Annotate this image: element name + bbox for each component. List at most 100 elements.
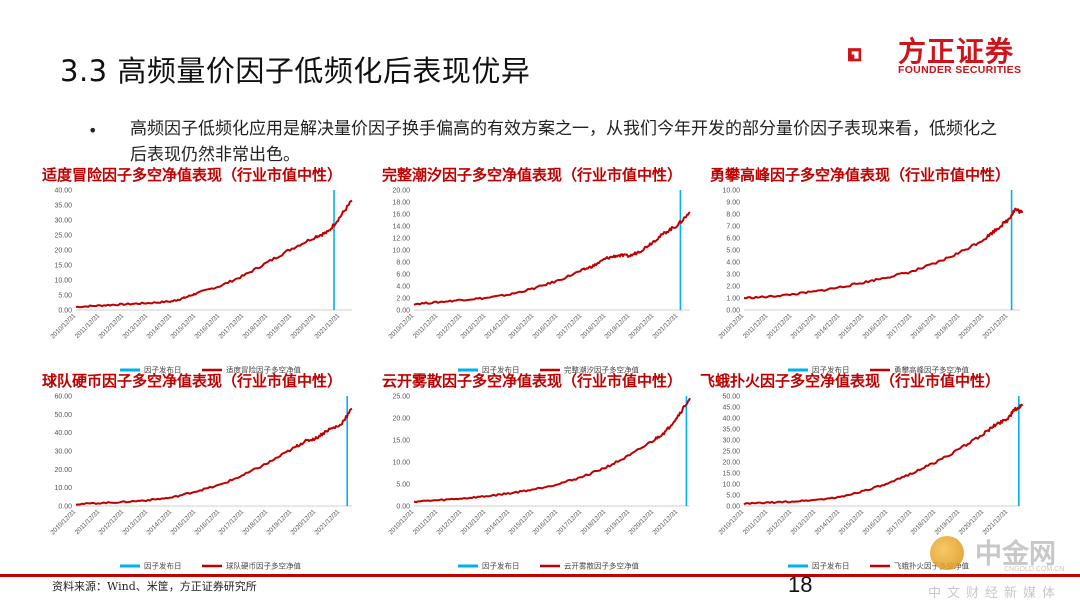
chart-title-4: 球队硬币因子多空净值表现（行业市值中性）: [42, 372, 343, 390]
page-title: 3.3 高频量价因子低频化后表现优异: [60, 54, 531, 88]
y-tick-label: 5.00: [726, 248, 740, 255]
legend-label-marker: 因子发布日: [144, 365, 182, 375]
x-tick-label: 2021/12/31: [981, 312, 1009, 340]
y-tick-label: 15.00: [722, 471, 740, 478]
y-tick-label: 60.00: [54, 394, 72, 401]
y-tick-label: 4.00: [396, 284, 410, 291]
y-tick-label: 8.00: [726, 212, 740, 219]
chart-title-3: 勇攀高峰因子多空净值表现（行业市值中性）: [710, 166, 1011, 184]
chart-4: 0.00 10.00 20.00 30.00 40.00 50.00 60.00 2010/1…: [49, 394, 353, 571]
watermark-slogan: 中文财经新媒体: [928, 586, 1062, 601]
x-tick-label: 2010/12/31: [49, 508, 77, 536]
legend-label-series: 云开雾散因子多空净值: [564, 561, 639, 571]
page-number: 18: [788, 572, 813, 597]
y-tick-label: 20.00: [722, 460, 740, 467]
y-tick-label: 25.00: [54, 233, 72, 240]
y-tick-label: 20.00: [54, 467, 72, 474]
legend-label-marker: 因子发布日: [482, 561, 520, 571]
y-tick-label: 0.00: [396, 504, 410, 511]
y-tick-label: 12.00: [392, 236, 410, 243]
series-line: [743, 403, 1024, 506]
y-tick-label: 30.00: [722, 438, 740, 445]
legend-label-marker: 因子发布日: [812, 365, 850, 375]
legend-label-series: 飞蛾扑火因子多空净值: [894, 561, 969, 571]
y-tick-label: 6.00: [396, 272, 410, 279]
chart-title-1: 适度冒险因子多空净值表现（行业市值中性）: [42, 166, 343, 184]
legend-label-series: 球队硬币因子多空净值: [226, 561, 301, 571]
chart-2: 0.00 2.00 4.00 6.00 8.00 10.00 12.00 14.00 16.00…: [387, 188, 691, 375]
y-tick-label: 20.00: [392, 188, 410, 195]
chart-1: 0.00 5.00 10.00 15.00 20.00 25.00 30.00 35.00 40…: [49, 188, 353, 375]
y-tick-label: 6.00: [726, 236, 740, 243]
y-tick-label: 16.00: [392, 212, 410, 219]
y-tick-label: 7.00: [726, 224, 740, 231]
y-tick-label: 10.00: [722, 188, 740, 195]
bullet-dot: •: [88, 121, 98, 140]
y-tick-label: 15.00: [54, 263, 72, 270]
y-tick-label: 40.00: [54, 188, 72, 195]
x-tick-label: 2010/12/31: [717, 312, 745, 340]
series-line: [75, 407, 353, 506]
logo-sub: FOUNDER SECURITIES: [898, 64, 1022, 76]
watermark-url: CNGOLD.COM.CN: [1004, 566, 1065, 573]
y-tick-label: 4.00: [726, 260, 740, 267]
y-tick-label: 20.00: [54, 248, 72, 255]
series-line: [75, 199, 353, 309]
chart-title-6: 飞蛾扑火因子多空净值表现（行业市值中性）: [700, 372, 1001, 390]
x-tick-label: 2010/12/31: [387, 312, 415, 340]
y-tick-label: 0.00: [58, 308, 72, 315]
y-tick-label: 45.00: [722, 405, 740, 412]
y-tick-label: 10.00: [54, 485, 72, 492]
x-tick-label: 2021/12/31: [313, 312, 341, 340]
x-tick-label: 2021/12/31: [651, 508, 679, 536]
y-tick-label: 25.00: [722, 449, 740, 456]
chart-title-5: 云开雾散因子多空净值表现（行业市值中性）: [382, 372, 683, 390]
chart-5: 0.00 5.00 10.00 15.00 20.00 25.00 2010/12/31 20…: [387, 394, 691, 571]
legend-label-series: 适度冒险因子多空净值: [226, 365, 301, 375]
chart-3: 0.00 1.00 2.00 3.00 4.00 5.00 6.00 7.00 8.00 9.00…: [717, 188, 1024, 375]
legend-label-marker: 因子发布日: [144, 561, 182, 571]
y-tick-label: 9.00: [726, 200, 740, 207]
y-tick-label: 10.00: [54, 278, 72, 285]
legend-label-series: 勇攀高峰因子多空净值: [894, 365, 969, 375]
x-tick-label: 2010/12/31: [717, 508, 745, 536]
watermark-coin-icon: [930, 536, 964, 570]
logo-name: 方正证券: [898, 35, 1015, 68]
y-tick-label: 1.00: [726, 296, 740, 303]
y-tick-label: 2.00: [396, 296, 410, 303]
x-tick-label: 2021/12/31: [651, 312, 679, 340]
y-tick-label: 0.00: [726, 504, 740, 511]
y-tick-label: 40.00: [722, 416, 740, 423]
y-tick-label: 20.00: [392, 416, 410, 423]
x-tick-label: 2021/12/31: [313, 508, 341, 536]
y-tick-label: 14.00: [392, 224, 410, 231]
y-tick-label: 5.00: [726, 493, 740, 500]
bullet-text: 高频因子低频化应用是解决量价因子换手偏高的有效方案之一，从我们今年开发的部分量价…: [130, 119, 997, 165]
y-tick-label: 3.00: [726, 272, 740, 279]
y-tick-label: 50.00: [54, 412, 72, 419]
y-tick-label: 15.00: [392, 438, 410, 445]
y-tick-label: 30.00: [54, 218, 72, 225]
series-line: [413, 211, 691, 306]
y-tick-label: 10.00: [392, 460, 410, 467]
y-tick-label: 40.00: [54, 430, 72, 437]
y-tick-label: 0.00: [58, 504, 72, 511]
y-tick-label: 0.00: [396, 308, 410, 315]
y-tick-label: 5.00: [396, 482, 410, 489]
series-line: [743, 207, 1024, 300]
y-tick-label: 5.00: [58, 293, 72, 300]
y-tick-label: 10.00: [392, 248, 410, 255]
y-tick-label: 18.00: [392, 200, 410, 207]
x-tick-label: 2010/12/31: [49, 312, 77, 340]
y-tick-label: 35.00: [722, 427, 740, 434]
y-tick-label: 35.00: [54, 203, 72, 210]
y-tick-label: 10.00: [722, 482, 740, 489]
footer-divider: [0, 574, 1080, 577]
y-tick-label: 8.00: [396, 260, 410, 267]
chart-6: 0.00 5.00 10.00 15.00 20.00 25.00 30.00 35.00 40…: [717, 394, 1024, 571]
y-tick-label: 0.00: [726, 308, 740, 315]
footer-source: 资料来源：Wind、米筐，方正证券研究所: [52, 580, 257, 593]
legend-label-marker: 因子发布日: [482, 365, 520, 375]
y-tick-label: 50.00: [722, 394, 740, 401]
y-tick-label: 25.00: [392, 394, 410, 401]
